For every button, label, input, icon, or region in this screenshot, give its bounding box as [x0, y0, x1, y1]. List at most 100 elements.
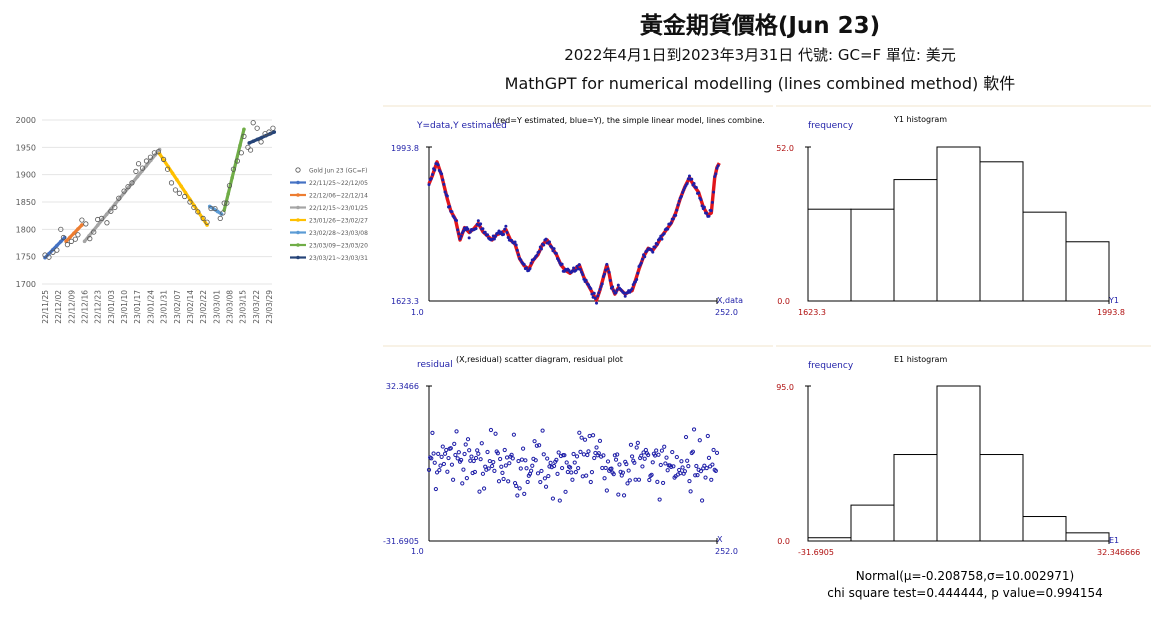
residual-point — [446, 455, 451, 461]
segment-marker — [68, 235, 72, 240]
gold-price-point — [230, 166, 237, 172]
residual-point — [516, 458, 521, 464]
data-point — [457, 232, 461, 236]
histogram-bar — [850, 504, 895, 542]
x-tick-label: 22/11/25 — [41, 290, 50, 324]
legend-label: 22/12/15~23/01/25 — [309, 205, 368, 212]
residual-point — [713, 468, 718, 473]
data-point — [483, 230, 487, 234]
residual-point — [611, 471, 616, 477]
gold-price-point — [241, 133, 247, 140]
residual-point — [452, 441, 457, 446]
residual-point — [632, 460, 637, 465]
gold-price-point — [42, 252, 48, 258]
data-point — [486, 233, 490, 237]
data-point — [537, 250, 541, 254]
data-point — [635, 277, 639, 281]
data-point — [448, 204, 452, 208]
residual-point — [714, 450, 720, 456]
y-tick-label: 1800 — [16, 225, 36, 234]
residual-point — [609, 466, 614, 471]
data-point — [427, 183, 431, 187]
residual-point — [699, 498, 705, 503]
residual-point — [655, 479, 660, 484]
data-point — [560, 262, 564, 266]
y-axis-label: frequency — [808, 361, 854, 371]
segment-marker — [72, 231, 76, 235]
gold-price-point — [112, 204, 118, 211]
residual-point — [550, 496, 556, 501]
residual-point — [519, 457, 525, 462]
residual-point — [463, 442, 468, 447]
data-point — [709, 209, 713, 213]
data-point — [490, 237, 494, 241]
residual-point — [589, 469, 595, 475]
x-tick-label: 23/01/24 — [146, 290, 155, 324]
residual-point — [538, 479, 543, 485]
y-max-label: 1993.8 — [391, 144, 419, 153]
residual-point — [569, 470, 574, 475]
x-tick-label: 23/03/15 — [239, 290, 248, 324]
residual-point — [432, 460, 437, 465]
residual-point — [485, 449, 490, 455]
segment-marker — [55, 243, 59, 248]
y-max-label: 95.0 — [776, 383, 794, 392]
residual-point — [586, 449, 591, 454]
residual-point — [674, 454, 679, 460]
data-point — [676, 203, 680, 207]
legend-marker — [296, 218, 300, 222]
residual-point — [444, 447, 449, 453]
residual-point — [543, 484, 549, 489]
residual-point — [680, 465, 685, 470]
residual-point — [539, 468, 544, 474]
residual-point — [449, 462, 455, 467]
residual-point — [705, 433, 710, 439]
data-point — [461, 229, 465, 233]
data-point — [589, 287, 593, 291]
data-point — [694, 185, 698, 189]
y-min-label: 1623.3 — [391, 297, 419, 306]
residual-point — [488, 427, 494, 433]
residual-point — [635, 440, 640, 445]
data-point — [458, 237, 462, 241]
residual-point — [603, 465, 608, 471]
legend-label: 22/12/06~22/12/14 — [309, 193, 368, 200]
histogram-bar — [979, 454, 1024, 542]
residual-point — [548, 460, 553, 465]
data-point — [658, 237, 662, 241]
fit-segment — [83, 148, 161, 243]
legend-label: Gold Jun 23 (GC=F) — [309, 168, 368, 175]
data-point — [687, 174, 691, 178]
legend-marker — [295, 167, 301, 173]
gold-price-point — [87, 236, 93, 242]
gold-price-point — [234, 158, 240, 164]
data-point — [600, 282, 604, 286]
data-point — [699, 198, 703, 202]
data-point — [604, 268, 608, 272]
residual-point — [430, 430, 435, 435]
residual-point — [615, 452, 620, 457]
chart-title: E1 histogram — [894, 355, 947, 364]
residual-point — [434, 470, 440, 475]
residual-point — [584, 473, 589, 478]
x-tick-label: 23/02/07 — [173, 290, 182, 324]
residual-point — [507, 461, 512, 466]
data-point — [716, 164, 720, 168]
data-point — [572, 266, 576, 270]
data-point — [682, 188, 686, 192]
x-tick-label: 23/01/17 — [133, 290, 142, 324]
legend-marker — [296, 230, 300, 235]
gold-price-point — [91, 229, 97, 235]
data-point — [467, 236, 471, 240]
data-point — [597, 291, 601, 295]
residual-point — [522, 491, 527, 496]
residual-point — [577, 430, 582, 435]
residual-point — [669, 464, 674, 470]
data-point — [662, 232, 666, 236]
data-point — [655, 242, 659, 246]
residual-point — [579, 435, 584, 440]
data-point — [581, 273, 585, 277]
data-point — [606, 267, 610, 271]
residual-point — [525, 479, 530, 485]
residual-point — [576, 465, 581, 471]
